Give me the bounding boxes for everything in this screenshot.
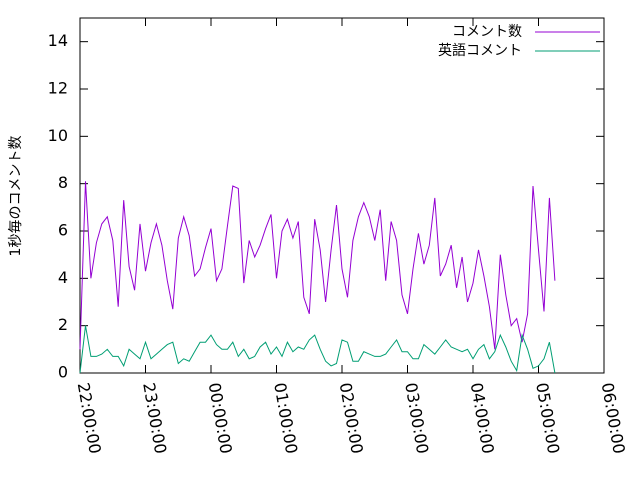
y-tick-label: 4 <box>58 268 68 287</box>
legend-label: 英語コメント <box>438 42 522 59</box>
y-axis-label: 1秒毎のコメント数 <box>8 136 24 257</box>
y-tick-label: 10 <box>48 126 68 145</box>
y-tick-label: 14 <box>48 31 68 50</box>
y-tick-label: 12 <box>48 79 68 98</box>
y-tick-label: 8 <box>58 173 68 192</box>
plot-border <box>79 17 605 374</box>
series-line <box>79 181 556 350</box>
y-tick-label: 2 <box>58 315 68 334</box>
y-tick-label: 6 <box>58 221 68 240</box>
y-tick-label: 0 <box>58 363 68 382</box>
series-line <box>79 325 556 374</box>
legend-label: コメント数 <box>452 24 522 40</box>
